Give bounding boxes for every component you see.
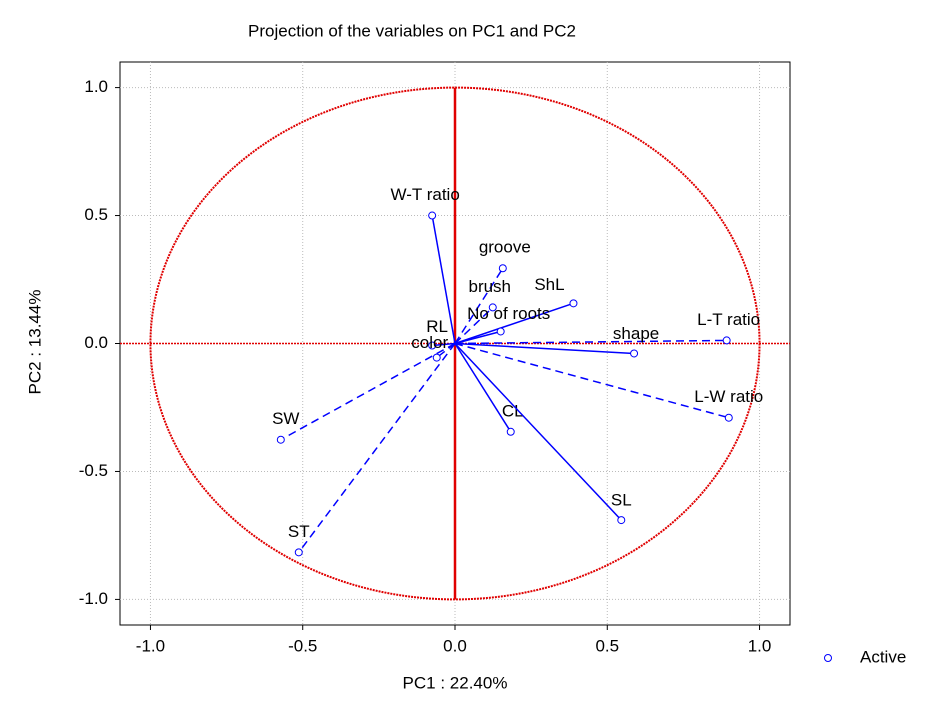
y-tick-label: 0.0 (84, 333, 108, 352)
point (569, 299, 578, 308)
point (724, 413, 733, 422)
loading-line (454, 342, 635, 355)
point (506, 427, 515, 436)
point-label: brush (468, 277, 511, 296)
point-label: groove (479, 238, 531, 257)
point (294, 548, 303, 557)
point-label: SL (611, 491, 632, 510)
point (432, 353, 441, 362)
point (498, 264, 507, 273)
x-tick-label: -1.0 (136, 636, 165, 655)
point (276, 435, 285, 444)
loading-line (454, 330, 501, 345)
point (617, 516, 626, 525)
loading-line (454, 306, 494, 345)
chart-title: Projection of the variables on PC1 and P… (248, 21, 576, 40)
x-tick-label: 1.0 (748, 636, 772, 655)
legend-label: Active (860, 647, 906, 666)
point-label: ST (288, 522, 310, 541)
point (722, 336, 731, 345)
point-label: SW (272, 409, 299, 428)
point-label: L-W ratio (694, 387, 763, 406)
x-tick-label: -0.5 (288, 636, 317, 655)
point-label: shape (613, 324, 659, 343)
x-tick-label: 0.5 (595, 636, 619, 655)
x-tick-label: 0.0 (443, 636, 467, 655)
point (428, 211, 437, 220)
point-label: RL (426, 317, 448, 336)
point (428, 341, 437, 350)
x-axis-label: PC1 : 22.40% (403, 673, 508, 692)
loading-line (454, 339, 727, 345)
loading-line (454, 342, 729, 419)
y-axis-label: PC2 : 13.44% (25, 290, 44, 395)
loading-line (431, 215, 456, 344)
point-label: No of roots (467, 304, 550, 323)
point (630, 349, 639, 358)
point (488, 303, 497, 312)
legend-marker (824, 654, 832, 662)
y-tick-label: 1.0 (84, 77, 108, 96)
point (496, 327, 505, 336)
loading-line (280, 342, 456, 441)
y-tick-label: 0.5 (84, 205, 108, 224)
y-tick-label: -0.5 (79, 461, 108, 480)
loading-line (454, 267, 504, 344)
loading-line (454, 342, 622, 521)
loading-line (298, 343, 456, 553)
point-label: ShL (534, 275, 564, 294)
point-label: L-T ratio (697, 310, 760, 329)
point-label: CL (502, 401, 524, 420)
y-tick-label: -1.0 (79, 589, 108, 608)
loading-line (454, 302, 574, 345)
point-label: color (411, 333, 448, 352)
point-label: W-T ratio (391, 185, 460, 204)
loading-line (454, 343, 512, 433)
